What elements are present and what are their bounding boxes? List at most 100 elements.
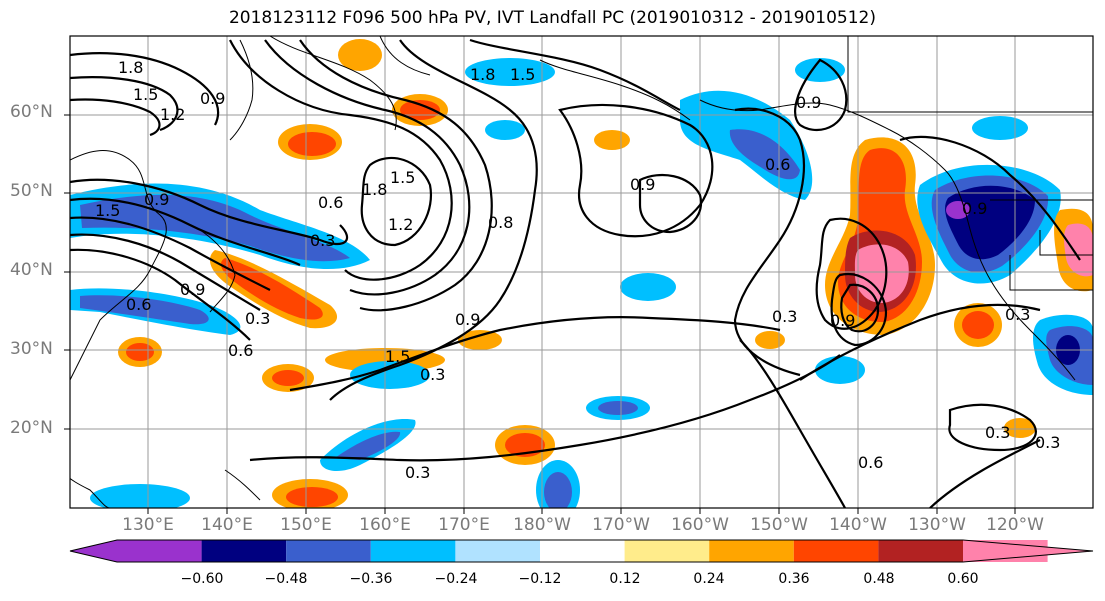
- colorbar-tick-label: −0.48: [264, 571, 308, 587]
- contour-label: 0.8: [488, 213, 513, 232]
- colorbar-segment: [540, 540, 625, 562]
- colorbar-tick-label: 0.60: [947, 571, 979, 587]
- colorbar-extend-max: [963, 540, 1093, 562]
- contour-label-group: 1.8 1.5 1.2 0.9 1.8 1.5 0.6 1.8 1.5 1.2 …: [95, 58, 1060, 482]
- positive-anomaly-region: [338, 39, 382, 71]
- contour-label: 0.9: [796, 93, 821, 112]
- colorbar-tick-label: 0.24: [693, 571, 725, 587]
- colorbar-segment: [286, 540, 371, 562]
- colorbar-segment: [117, 540, 202, 562]
- contour-label: 0.9: [180, 280, 205, 299]
- positive-anomaly-region: [288, 132, 336, 156]
- lon-label-170e: 170°E: [438, 515, 490, 535]
- contour-label: 0.3: [310, 231, 335, 250]
- lon-label-140e: 140°E: [201, 515, 253, 535]
- colorbar-segment: [201, 540, 287, 562]
- contour-label: 0.9: [630, 175, 655, 194]
- contour-label: 0.6: [765, 155, 790, 174]
- colorbar-tick-label: −0.36: [349, 571, 393, 587]
- lon-label-160w: 160°W: [671, 515, 729, 535]
- lat-label-40n: 40°N: [10, 260, 53, 280]
- lon-label-180w: 180°W: [513, 515, 571, 535]
- negative-anomaly-region: [465, 58, 555, 86]
- negative-anomaly-region: [485, 120, 525, 140]
- colorbar-segment: [624, 540, 710, 562]
- contour-label: 0.9: [455, 310, 480, 329]
- positive-anomaly-region: [594, 130, 630, 150]
- negative-anomaly-region: [335, 431, 401, 460]
- positive-anomaly-region: [126, 343, 154, 361]
- negative-anomaly-region: [350, 361, 430, 389]
- lon-label-150e: 150°E: [280, 515, 332, 535]
- contour-label: 1.8: [362, 180, 387, 199]
- colorbar-tick-label: −0.24: [434, 571, 478, 587]
- lon-label-140w: 140°W: [829, 515, 887, 535]
- positive-anomaly-region: [755, 331, 785, 349]
- contour-label: 0.3: [245, 309, 270, 328]
- axis-ticks: [64, 114, 1016, 514]
- lon-label-130w: 130°W: [908, 515, 966, 535]
- positive-anomaly-region: [220, 258, 323, 320]
- negative-anomaly-region: [729, 129, 800, 180]
- colorbar-tick-label: 0.12: [609, 571, 641, 587]
- colorbar-segment: [370, 540, 456, 562]
- lat-label-30n: 30°N: [10, 339, 53, 359]
- colorbar-outline: [69, 539, 1094, 563]
- contour-label: 0.3: [420, 365, 445, 384]
- pv-contours: [70, 38, 1081, 508]
- negative-anomaly-region: [544, 472, 572, 508]
- contour-label: 0.6: [228, 341, 253, 360]
- negative-anomaly-region: [972, 116, 1028, 140]
- lon-label-120w: 120°W: [986, 515, 1044, 535]
- contour-label: 0.3: [985, 423, 1010, 442]
- lon-label-130e: 130°E: [122, 515, 174, 535]
- lat-label-60n: 60°N: [10, 102, 53, 122]
- contour-label: 0.6: [126, 295, 151, 314]
- contour-label: 0.3: [405, 463, 430, 482]
- contour-label: 1.8: [118, 58, 143, 77]
- positive-anomaly-region: [962, 311, 994, 339]
- negative-anomaly-region: [598, 401, 638, 415]
- positive-anomaly-region: [272, 370, 304, 386]
- lat-label-50n: 50°N: [10, 181, 53, 201]
- contour-label: 1.5: [95, 201, 120, 220]
- contour-label: 0.9: [144, 190, 169, 209]
- contour-label: 1.2: [160, 105, 185, 124]
- contour-label: 0.3: [772, 307, 797, 326]
- contour-label: 1.8: [470, 65, 495, 84]
- map-title: 2018123112 F096 500 hPa PV, IVT Landfall…: [228, 8, 876, 28]
- colorbar-tick-label: 0.36: [778, 571, 810, 587]
- positive-anomaly-region: [286, 487, 338, 507]
- positive-anomaly-region: [854, 244, 909, 303]
- lon-label-160e: 160°E: [359, 515, 411, 535]
- lon-label-170w: 170°W: [592, 515, 650, 535]
- negative-anomaly-region: [945, 185, 1035, 260]
- colorbar-segment: [878, 540, 963, 562]
- positive-anomaly-region: [1004, 418, 1036, 438]
- contour-label: 0.6: [318, 193, 343, 212]
- contour-label: 0.9: [200, 89, 225, 108]
- map-panel: 1.8 1.5 1.2 0.9 1.8 1.5 0.6 1.8 1.5 1.2 …: [70, 36, 1093, 508]
- colorbar-tick-label: −0.60: [180, 571, 224, 587]
- colorbar-segment: [709, 540, 794, 562]
- colorbar-tick-label: 0.48: [863, 571, 895, 587]
- contour-label: 0.9: [830, 311, 855, 330]
- positive-anomaly-region: [458, 330, 502, 350]
- contour-label: 1.5: [510, 65, 535, 84]
- contour-label: 0.3: [1035, 433, 1060, 452]
- colorbar-extend-min: [70, 540, 117, 562]
- colorbar-segment: [793, 540, 879, 562]
- positive-anomaly-region: [1064, 223, 1093, 277]
- colorbar-segment: [455, 540, 540, 562]
- coastlines: [70, 36, 1093, 508]
- lat-label-20n: 20°N: [10, 418, 53, 438]
- colorbar-tick-label: −0.12: [518, 571, 562, 587]
- contour-label: 1.2: [388, 215, 413, 234]
- contour-label: 1.5: [133, 85, 158, 104]
- contour-label: 1.5: [390, 168, 415, 187]
- negative-anomaly-region: [80, 295, 209, 325]
- contour-label: 1.5: [385, 347, 410, 366]
- negative-anomaly-region: [620, 273, 676, 301]
- lon-label-150w: 150°W: [750, 515, 808, 535]
